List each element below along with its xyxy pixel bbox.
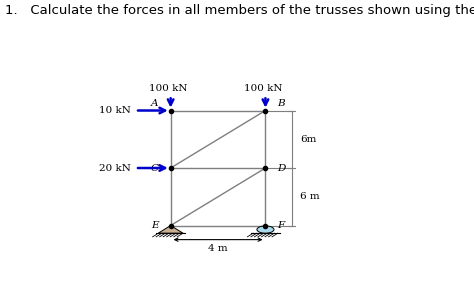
Text: 10 kN: 10 kN <box>100 106 131 115</box>
Text: 100 kN: 100 kN <box>244 84 283 93</box>
Text: 1.   Calculate the forces in all members of the trusses shown using the method o: 1. Calculate the forces in all members o… <box>5 4 474 17</box>
Text: D: D <box>277 164 286 173</box>
Polygon shape <box>158 226 183 233</box>
Text: 100 kN: 100 kN <box>149 84 188 93</box>
Text: E: E <box>151 221 159 230</box>
Text: 4 m: 4 m <box>208 244 228 253</box>
Text: C: C <box>151 164 159 173</box>
Circle shape <box>257 226 274 233</box>
Text: 20 kN: 20 kN <box>100 164 131 173</box>
Text: 6 m: 6 m <box>300 192 319 201</box>
Text: A: A <box>151 99 159 108</box>
Text: F: F <box>277 221 284 230</box>
Text: B: B <box>277 99 285 108</box>
Text: 6m: 6m <box>300 135 317 144</box>
